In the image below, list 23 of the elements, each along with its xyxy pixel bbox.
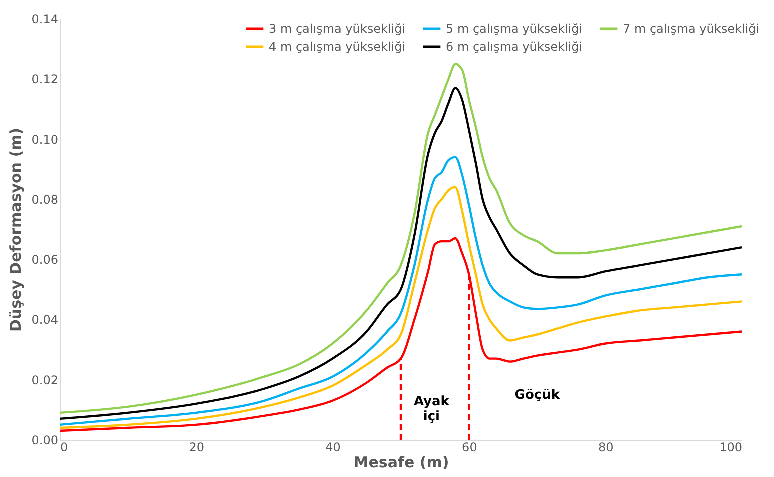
- x-tick-label: 60: [462, 440, 478, 454]
- y-tick-label: 0.08: [32, 192, 58, 207]
- y-tick-label: 0.10: [32, 132, 58, 147]
- legend-label: 6 m çalışma yüksekliği: [446, 40, 583, 54]
- x-tick-label: 100: [720, 440, 742, 454]
- x-tick-label: 0: [60, 440, 68, 454]
- x-tick-label: 80: [598, 440, 614, 454]
- y-tick-label: 0.14: [32, 12, 58, 26]
- x-tick-label: 20: [189, 440, 205, 454]
- legend-label: 4 m çalışma yüksekliği: [269, 40, 406, 54]
- legend-label: 7 m çalışma yüksekliği: [623, 22, 760, 36]
- y-tick-label: 0.04: [32, 313, 58, 328]
- y-tick-label: 0.12: [32, 72, 58, 87]
- annotation: Ayak içi: [414, 394, 450, 424]
- legend-label: 5 m çalışma yüksekliği: [446, 22, 583, 36]
- y-tick-label: 0.02: [32, 373, 58, 388]
- annotation: Göçük: [514, 388, 560, 404]
- y-tick-label: 0.00: [32, 434, 58, 448]
- y-axis-title: Düşey Deformasyon (m): [6, 128, 25, 332]
- x-tick-label: 40: [326, 440, 341, 454]
- x-axis-title: Mesafe (m): [354, 454, 450, 472]
- legend-label: 3 m çalışma yüksekliği: [269, 22, 406, 36]
- y-tick-label: 0.06: [32, 253, 58, 268]
